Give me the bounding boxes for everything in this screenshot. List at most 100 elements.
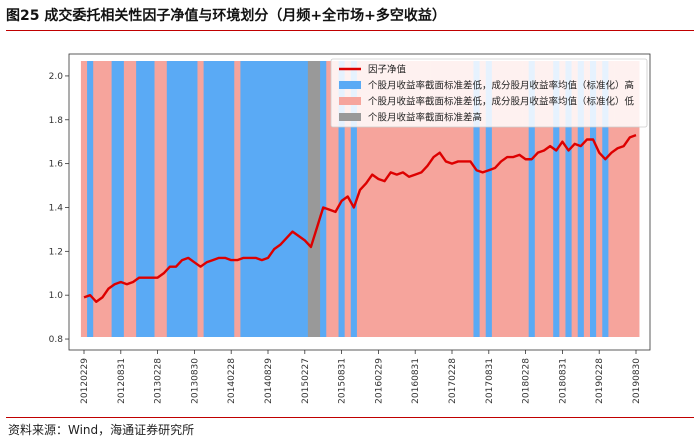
regime-band-high [148,61,155,337]
regime-band-high [179,61,186,337]
legend-swatch-low [339,97,361,105]
regime-band-low [596,61,603,337]
legend-label: 因子净值 [368,64,407,76]
x-tick-label: 20180228 [522,358,532,404]
regime-band-high [166,61,174,337]
regime-band-low [406,61,413,337]
y-tick-label: 1.8 [49,116,64,126]
regime-band-high [283,61,290,337]
regime-band-low [534,61,542,337]
source-rule [6,417,694,418]
regime-band-low [436,61,444,337]
x-tick-label: 20170831 [485,358,495,404]
regime-band-low [393,61,401,337]
regime-band-high [590,61,597,337]
regime-band-high [301,61,309,337]
x-tick-label: 20120831 [117,358,127,404]
regime-band-high [277,61,284,337]
regime-band-low [479,61,487,337]
factor-nav-series [83,133,637,303]
regime-band-low [571,61,579,337]
regime-band-high [191,61,198,337]
legend-label: 个股月收益率截面标准差低，成分股月收益率均值（标准化）高 [368,80,634,92]
regime-band-high [485,61,493,337]
regime-band-high [172,61,180,337]
regime-band-low [381,61,388,337]
regime-band-low [387,61,395,337]
regime-band-high [271,61,278,337]
x-tick-label: 20170228 [448,358,458,404]
regime-band-high [87,61,94,337]
regime-band-high [264,61,272,337]
regime-band-high [117,61,125,337]
regime-band-high [222,61,229,337]
regime-band-low [356,61,364,337]
regime-band-low [123,61,131,337]
plot-frame [68,53,651,351]
regime-band-low [418,61,425,337]
y-tick-label: 1.2 [49,247,63,257]
regime-band-high [111,61,119,337]
y-tick-label: 0.8 [49,335,64,345]
title-rule [6,30,694,31]
regime-band-low [504,61,511,337]
x-tick-label: 20130830 [190,358,200,404]
y-tick-label: 1.4 [49,203,64,213]
factor-nav-line [83,133,637,303]
regime-band-low [80,61,88,337]
axes: 0.8 1.0 1.2 1.4 1.6 1.8 2.0 20120229 20120831 201… [49,53,651,404]
regime-band-low [326,61,333,337]
regime-band-low [154,61,162,337]
regime-band-low [93,61,100,337]
regime-band-low [160,61,168,337]
x-tick-label: 20160229 [374,358,384,404]
legend-swatch-high [339,81,361,89]
regime-band-high [553,61,560,337]
regime-band-high [338,61,346,337]
legend-box [330,58,648,128]
legend-label: 个股月收益率截面标准差低，成分股月收益率均值（标准化）低 [368,96,635,108]
regime-band-low [614,61,622,337]
regime-band-low [399,61,407,337]
regime-band-low [105,61,112,337]
regime-band-low [412,61,419,337]
regime-band-low [467,61,474,337]
regime-band-low [547,61,554,337]
regime-band-high [350,61,358,337]
legend-label: 个股月收益率截面标准差高 [368,112,482,124]
legend: 因子净值个股月收益率截面标准差低，成分股月收益率均值（标准化）高个股月收益率截面… [330,58,648,128]
regime-band-low [608,61,615,337]
regime-band-low [197,61,204,337]
x-tick-label: 20150831 [338,358,348,404]
regime-band-low [430,61,438,337]
regime-band-low [583,61,591,337]
regime-band-high [602,61,609,337]
source-note: 资料来源：Wind，海通证券研究所 [8,423,195,437]
x-tick-label: 20130228 [154,358,164,404]
regime-band-low [363,61,370,337]
regime-band-low [626,61,634,337]
regime-band-low [510,61,517,337]
regime-band-high [215,61,223,337]
regime-band-low [369,61,376,337]
x-tick-label: 20190830 [632,358,642,404]
regime-band-low [522,61,530,337]
regime-band-low [332,61,339,337]
regime-band-low [516,61,523,337]
regime-band-high [136,61,143,337]
regime-band-low [455,61,462,337]
regime-band-low [424,61,431,337]
legend-swatch-std_high [339,113,361,121]
regime-band-low [99,61,106,337]
regime-band-low [461,61,468,337]
regime-band-high [320,61,327,337]
regime-band-high [473,61,480,337]
regime-band-low [559,61,566,337]
x-tick-label: 20150227 [301,358,311,404]
x-tick-label: 20160831 [411,358,421,404]
regime-band-low [498,61,505,337]
regime-band-low [632,61,640,337]
regime-band-high [142,61,149,337]
regime-band-high [295,61,303,337]
y-tick-label: 1.6 [49,160,64,170]
